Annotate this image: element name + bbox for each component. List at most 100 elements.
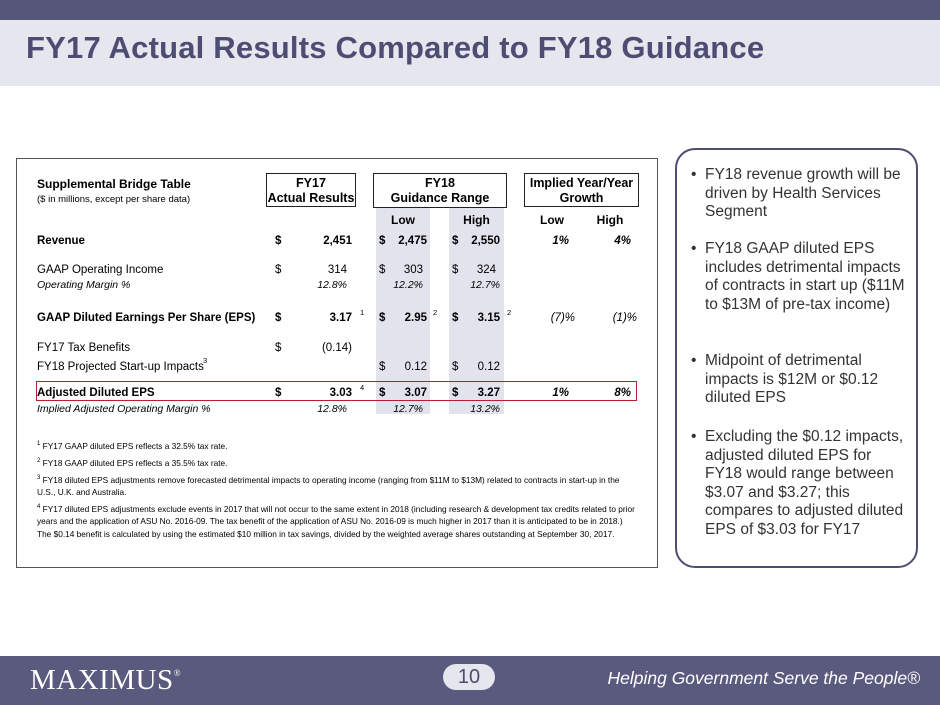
bullet-item: • FY18 revenue growth will be driven by … bbox=[691, 166, 911, 222]
footnote-1: 1 FY17 GAAP diluted EPS reflects a 32.5%… bbox=[37, 438, 637, 452]
row-label: GAAP Operating Income bbox=[37, 264, 164, 276]
footnote-4: 4 FY17 diluted EPS adjustments exclude e… bbox=[37, 501, 637, 540]
footnote-ref: 4 bbox=[360, 383, 365, 392]
bullet-item: • Excluding the $0.12 impacts, adjusted … bbox=[691, 428, 911, 539]
fy17-value: 314 bbox=[327, 264, 347, 276]
fy18-high-value: 3.27 bbox=[477, 387, 500, 399]
dollar-sign: $ bbox=[452, 361, 459, 373]
fy18-high-value: 3.15 bbox=[477, 312, 500, 324]
bullet-text: FY18 GAAP diluted EPS includes detriment… bbox=[705, 240, 905, 313]
fy18-low-value: 12.2% bbox=[393, 279, 423, 291]
row-label: GAAP Diluted Earnings Per Share (EPS) bbox=[37, 312, 256, 324]
footnote-text: FY18 diluted EPS adjustments remove fore… bbox=[37, 474, 620, 498]
header-fy18: FY18 Guidance Range bbox=[373, 173, 507, 208]
footnote-number: 3 bbox=[37, 475, 41, 481]
subheader-growth-low: Low bbox=[540, 213, 564, 227]
subheader-growth-high: High bbox=[596, 213, 624, 227]
growth-low-value: 1% bbox=[552, 235, 569, 247]
fy17-value: (0.14) bbox=[321, 342, 352, 354]
footer-tagline: Helping Government Serve the People® bbox=[607, 668, 920, 688]
top-accent-bar bbox=[0, 0, 940, 20]
logo-text: MAXIMUS bbox=[30, 664, 174, 696]
dollar-sign: $ bbox=[452, 264, 459, 276]
footnote-ref: 2 bbox=[433, 308, 438, 317]
dollar-sign: $ bbox=[379, 264, 386, 276]
dollar-sign: $ bbox=[452, 235, 459, 247]
bullet-dot: • bbox=[691, 240, 697, 257]
dollar-sign: $ bbox=[275, 235, 282, 247]
fy18-low-value: 2,475 bbox=[398, 235, 427, 247]
fy17-value: 12.8% bbox=[317, 403, 347, 415]
bullet-text: FY18 revenue growth will be driven by He… bbox=[705, 166, 901, 220]
title-bar bbox=[0, 20, 940, 86]
key-points-panel: • FY18 revenue growth will be driven by … bbox=[675, 148, 918, 568]
dollar-sign: $ bbox=[275, 342, 282, 354]
dollar-sign: $ bbox=[452, 387, 459, 399]
growth-low-value: 1% bbox=[552, 387, 569, 399]
footnote-text: FY17 GAAP diluted EPS reflects a 32.5% t… bbox=[42, 440, 228, 451]
row-label: FY17 Tax Benefits bbox=[37, 342, 131, 354]
bullet-item: • Midpoint of detrimental impacts is $12… bbox=[691, 352, 911, 408]
dollar-sign: $ bbox=[275, 312, 282, 324]
fy17-value: 12.8% bbox=[317, 279, 347, 291]
footnote-ref: 3 bbox=[203, 356, 208, 365]
subheader-low: Low bbox=[391, 213, 415, 227]
bullet-dot: • bbox=[691, 166, 697, 183]
subheader-high: High bbox=[463, 213, 490, 227]
fy18-low-value: 0.12 bbox=[404, 361, 427, 373]
bullet-text: Excluding the $0.12 impacts, adjusted di… bbox=[705, 428, 904, 538]
fy18-low-value: 12.7% bbox=[393, 403, 423, 415]
fy18-high-value: 2,550 bbox=[471, 235, 500, 247]
fy17-value: 2,451 bbox=[323, 235, 352, 247]
dollar-sign: $ bbox=[379, 312, 386, 324]
fy17-value: 3.17 bbox=[329, 312, 352, 324]
bullet-text: Midpoint of detrimental impacts is $12M … bbox=[705, 352, 879, 406]
fy18-high-value: 324 bbox=[476, 264, 496, 276]
dollar-sign: $ bbox=[452, 312, 459, 324]
bullet-item: • FY18 GAAP diluted EPS includes detrime… bbox=[691, 240, 911, 314]
band-high bbox=[449, 205, 504, 414]
maximus-logo: MAXIMUS® bbox=[30, 664, 181, 697]
footnote-ref: 1 bbox=[360, 308, 365, 317]
header-growth: Implied Year/Year Growth bbox=[524, 173, 639, 207]
fy18-low-value: 2.95 bbox=[404, 312, 427, 324]
footnote-2: 2 FY18 GAAP diluted EPS reflects a 35.5%… bbox=[37, 455, 637, 469]
footnote-ref: 2 bbox=[507, 308, 512, 317]
table-subtitle: ($ in millions, except per share data) bbox=[37, 194, 191, 205]
fy18-low-value: 3.07 bbox=[404, 387, 427, 399]
row-label: FY18 Projected Start-up Impacts bbox=[37, 361, 204, 373]
footnote-number: 4 bbox=[37, 504, 41, 510]
footnote-3: 3 FY18 diluted EPS adjustments remove fo… bbox=[37, 472, 637, 499]
page-number: 10 bbox=[443, 664, 495, 690]
dollar-sign: $ bbox=[379, 361, 386, 373]
supplemental-bridge-table: Supplemental Bridge Table ($ in millions… bbox=[16, 158, 658, 568]
dollar-sign: $ bbox=[275, 387, 282, 399]
registered-mark: ® bbox=[173, 668, 182, 678]
fy18-low-value: 303 bbox=[403, 264, 423, 276]
fy18-high-value: 0.12 bbox=[477, 361, 500, 373]
table-title: Supplemental Bridge Table bbox=[37, 177, 191, 191]
growth-high-value: (1)% bbox=[612, 312, 637, 324]
dollar-sign: $ bbox=[379, 387, 386, 399]
footnote-text: FY18 GAAP diluted EPS reflects a 35.5% t… bbox=[42, 457, 228, 468]
row-label: Revenue bbox=[37, 235, 85, 247]
page-title: FY17 Actual Results Compared to FY18 Gui… bbox=[26, 30, 765, 65]
bullet-dot: • bbox=[691, 428, 697, 445]
band-low bbox=[376, 205, 430, 414]
footnote-number: 2 bbox=[37, 458, 41, 464]
bullet-dot: • bbox=[691, 352, 697, 369]
growth-low-value: (7)% bbox=[550, 312, 575, 324]
fy18-high-value: 13.2% bbox=[470, 403, 500, 415]
fy17-value: 3.03 bbox=[329, 387, 352, 399]
footnote-number: 1 bbox=[37, 441, 41, 447]
footnote-text: FY17 diluted EPS adjustments exclude eve… bbox=[37, 503, 635, 539]
row-label: Adjusted Diluted EPS bbox=[37, 387, 155, 399]
header-fy17: FY17 Actual Results bbox=[266, 173, 356, 207]
row-label: Implied Adjusted Operating Margin % bbox=[37, 403, 211, 415]
growth-high-value: 8% bbox=[614, 387, 631, 399]
growth-high-value: 4% bbox=[614, 235, 631, 247]
dollar-sign: $ bbox=[379, 235, 386, 247]
dollar-sign: $ bbox=[275, 264, 282, 276]
fy18-high-value: 12.7% bbox=[470, 279, 500, 291]
row-label: Operating Margin % bbox=[37, 279, 131, 291]
